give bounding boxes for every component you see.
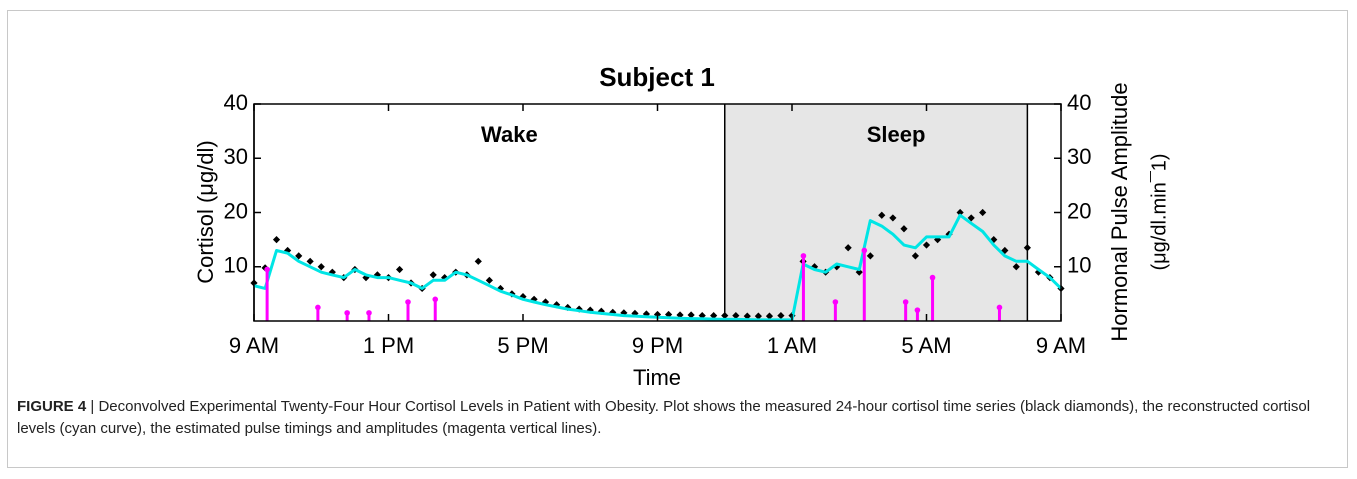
pulse-head — [366, 310, 372, 316]
pulse-head — [832, 299, 839, 305]
data-point — [485, 276, 493, 284]
x-tick-label: 9 AM — [1036, 333, 1086, 358]
pulse-head — [264, 266, 270, 273]
caption-label: FIGURE 4 — [17, 398, 87, 415]
data-point — [844, 244, 852, 252]
data-point — [721, 311, 729, 320]
y-tick-label: 40 — [224, 90, 248, 115]
pulse-head — [861, 247, 868, 254]
data-point — [922, 241, 931, 249]
y2-tick-label: 40 — [1067, 90, 1091, 115]
data-point — [474, 257, 482, 265]
pulse-head — [432, 296, 439, 303]
x-tick-label: 1 PM — [363, 333, 414, 358]
data-point — [295, 252, 303, 260]
data-point — [777, 311, 785, 320]
plot-area: Wake Sleep — [250, 104, 1065, 322]
data-point — [889, 214, 897, 222]
data-point — [967, 214, 975, 222]
pulse-head — [800, 253, 807, 259]
data-point — [732, 311, 740, 320]
data-point — [306, 257, 314, 265]
pulse-head — [914, 307, 921, 313]
pulse-head — [344, 310, 350, 316]
data-point — [519, 292, 527, 301]
data-point — [710, 311, 718, 320]
data-point — [956, 208, 964, 217]
data-point — [664, 310, 673, 319]
y2-tick-label: 20 — [1067, 198, 1091, 223]
data-point — [553, 301, 561, 309]
data-point — [676, 311, 684, 319]
data-point — [631, 309, 639, 318]
data-point — [911, 252, 920, 260]
data-point — [743, 312, 751, 320]
y2-tick-label: 30 — [1067, 144, 1091, 169]
data-point — [754, 312, 762, 320]
data-point — [866, 252, 874, 260]
y-tick-label: 10 — [224, 253, 248, 278]
y-tick-label: 30 — [224, 144, 248, 169]
region-label: Sleep — [867, 122, 926, 147]
data-point — [586, 306, 594, 314]
y2-tick-label: 10 — [1067, 253, 1091, 278]
x-tick-label: 1 AM — [767, 333, 817, 358]
data-point — [530, 295, 538, 303]
figure-frame — [7, 10, 1348, 468]
data-point — [272, 236, 281, 244]
y-axis-label: Cortisol (μg/dl) — [193, 140, 218, 283]
caption: FIGURE 4 | Deconvolved Experimental Twen… — [17, 396, 1337, 440]
y-tick-label: 20 — [224, 198, 248, 223]
pulse-head — [996, 304, 1003, 311]
data-point — [317, 263, 325, 271]
caption-separator: | — [90, 398, 95, 415]
y2-axis-label: (μg/dl.min¯1) — [1148, 153, 1170, 270]
x-tick-label: 5 PM — [497, 333, 548, 358]
region — [724, 104, 1028, 321]
x-axis-label: Time — [633, 365, 681, 390]
y2-axis-label: Hormonal Pulse Amplitude — [1107, 82, 1132, 341]
data-point — [900, 225, 908, 233]
data-point — [395, 265, 404, 274]
data-point — [429, 271, 437, 279]
x-tick-label: 9 PM — [632, 333, 683, 358]
chart: Subject 1 Time Cortisol (μg/dl) Hormonal… — [193, 62, 1170, 390]
x-tick-label: 5 AM — [901, 333, 951, 358]
data-point — [878, 211, 886, 219]
data-point — [687, 311, 695, 319]
pulse-head — [902, 299, 909, 305]
data-point — [765, 312, 774, 320]
caption-text: Deconvolved Experimental Twenty-Four Hou… — [17, 398, 1311, 437]
data-point — [979, 208, 987, 217]
data-point — [1023, 244, 1031, 252]
pulse-head — [315, 304, 321, 311]
data-point — [1012, 263, 1020, 271]
region-label: Wake — [481, 122, 538, 147]
pulse-head — [929, 274, 936, 281]
chart-title: Subject 1 — [599, 62, 715, 92]
x-tick-label: 9 AM — [229, 333, 279, 358]
data-point — [620, 309, 628, 317]
data-point — [597, 307, 605, 315]
pulse-head — [405, 299, 411, 305]
